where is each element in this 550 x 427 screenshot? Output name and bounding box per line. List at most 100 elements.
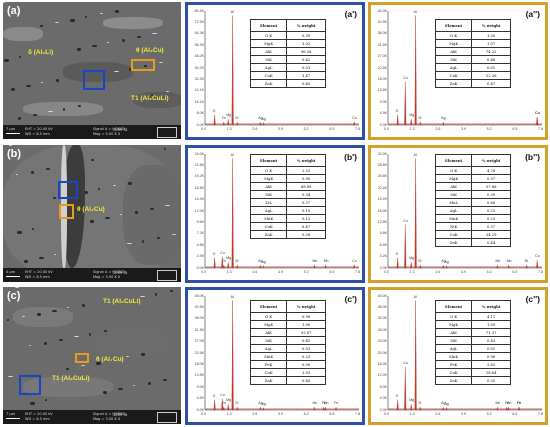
table-cell: SiK (249, 336, 288, 345)
table-cell: MgK (249, 174, 288, 183)
table-cell: SiK (249, 190, 288, 199)
table-cell: MgK (249, 39, 288, 48)
y-tick-label: 80.4K (194, 8, 204, 13)
y-tick-label: 72.3K (194, 19, 204, 24)
peak-label: O (212, 393, 216, 398)
precipitate (127, 243, 132, 244)
table-cell: 71.37 (471, 328, 511, 337)
table-cell: ZnK (249, 230, 288, 239)
spectrum-plot (204, 154, 359, 269)
panel-label: (a') (344, 9, 357, 19)
x-tick-label: 5.2 (486, 412, 492, 416)
peak-label: Si (418, 116, 422, 121)
y-tick-label: 27.0K (377, 54, 387, 59)
precipitate (155, 293, 157, 296)
spectrum-peak (410, 262, 413, 269)
spectrum-peak (213, 114, 216, 126)
composition-table: Element% weight O K 2.53 MgK 0.90 AlK 88.88 SiK… (249, 154, 326, 239)
table-header-row: Element% weight (434, 19, 511, 32)
y-tick-label: 9.0K (379, 99, 387, 104)
lab-logo (157, 127, 177, 138)
table-row: AgL 0.01 (434, 344, 511, 353)
y-tick-label: 24.1K (194, 88, 204, 93)
precipitate (67, 307, 69, 308)
x-tick-label: 3.9 (278, 127, 283, 131)
precipitate (24, 260, 28, 263)
peak-label: Mg (409, 256, 415, 261)
phase-annotation: T1 (Al₂CuLi) (103, 298, 141, 305)
precipitate (4, 59, 9, 62)
eds-spectrum-panel: 80.4K 72.3K 64.3K 56.3K 48.2K 40.2K 32.2K 24.1K… (185, 2, 365, 140)
peak-label: Si (235, 401, 239, 406)
y-tick-label: 16.0K (377, 361, 387, 366)
precipitate (22, 316, 25, 317)
table-header-cell: % weight (471, 300, 511, 313)
precipitate (7, 319, 9, 321)
precipitate (40, 25, 43, 27)
precipitate (44, 342, 47, 345)
table-cell: 0.40 (286, 79, 326, 88)
table-row: MnK 0.23 (249, 352, 326, 361)
precipitate (151, 94, 153, 96)
table-cell: 0.46 (286, 376, 326, 385)
spectrum-peak (404, 366, 407, 411)
table-header-row: Element% weight (249, 154, 326, 167)
table-cell: 1.07 (471, 39, 511, 48)
composition-table: Element% weight O K 4.11 MgK 1.09 AlK 71.37 SiK… (434, 300, 511, 385)
peak-label: Si (235, 116, 239, 121)
table-row: MnL 0.66 (434, 198, 511, 207)
table-cell: 1.47 (286, 71, 326, 80)
grain-region (13, 307, 73, 327)
precipitate (133, 385, 135, 386)
precipitate (91, 159, 94, 161)
y-tick-label: 0.0K (379, 122, 387, 127)
table-row: ZnK 0.47 (434, 79, 511, 88)
precipitate (118, 388, 123, 390)
spectrum-peak (324, 406, 327, 411)
table-row: AlK 71.37 (434, 328, 511, 337)
table-cell: AlK (434, 182, 473, 191)
x-tick-label: 3.9 (461, 270, 466, 274)
precipitate (113, 185, 116, 186)
table-header-cell: Element (434, 300, 473, 313)
table-cell: FeK (249, 360, 288, 369)
spectrum-peak (414, 15, 417, 126)
sem-footer-text: WD = 8.5 mm (25, 417, 50, 421)
table-cell: O K (434, 166, 473, 175)
table-cell: 0.90 (286, 174, 326, 183)
spectrum-peak (442, 264, 445, 269)
y-tick-label: 28.8K (377, 162, 387, 167)
table-header-cell: % weight (471, 19, 511, 32)
grain-boundary (63, 145, 85, 268)
table-cell: AlK (249, 182, 288, 191)
peak-label: Ag (441, 116, 446, 121)
x-tick-label: 1.3 (409, 270, 415, 274)
table-row: CuK 34.29 (434, 230, 511, 239)
x-tick-label: 2.6 (252, 270, 258, 274)
table-cell: 0.06 (286, 360, 326, 369)
table-cell: 0.45 (286, 336, 326, 345)
precipitate (32, 228, 34, 230)
peak-label: Ni (524, 259, 528, 264)
sem-micrograph: θ (Al₂Cu) (b) 4 μm EHT = 20.00 kV WD = 8.5 m… (3, 145, 181, 282)
spectrum-peak (442, 406, 445, 411)
precipitate (142, 240, 144, 243)
table-cell: 6.47 (286, 222, 326, 231)
precipitate (148, 382, 151, 385)
sem-footer-text: EHT = 20.00 kV (25, 412, 53, 416)
precipitate (11, 88, 15, 91)
precipitate (82, 304, 85, 307)
table-cell: 2.82 (471, 360, 511, 369)
spectrum-plot (387, 11, 542, 126)
sem-footer-text: EHT = 20.00 kV (25, 270, 53, 274)
precipitate (8, 376, 13, 377)
table-row: CuK 18.64 (434, 368, 511, 377)
table-cell: SiK (434, 55, 473, 64)
y-tick-label: 32.2K (194, 76, 204, 81)
precipitate (157, 237, 160, 239)
x-tick-label: 1.3 (226, 127, 232, 131)
y-tick-label: 3.2K (379, 254, 387, 259)
table-cell: SiK (434, 336, 473, 345)
table-row: AlK 74.22 (434, 47, 511, 56)
table-cell: 0.23 (471, 214, 511, 223)
